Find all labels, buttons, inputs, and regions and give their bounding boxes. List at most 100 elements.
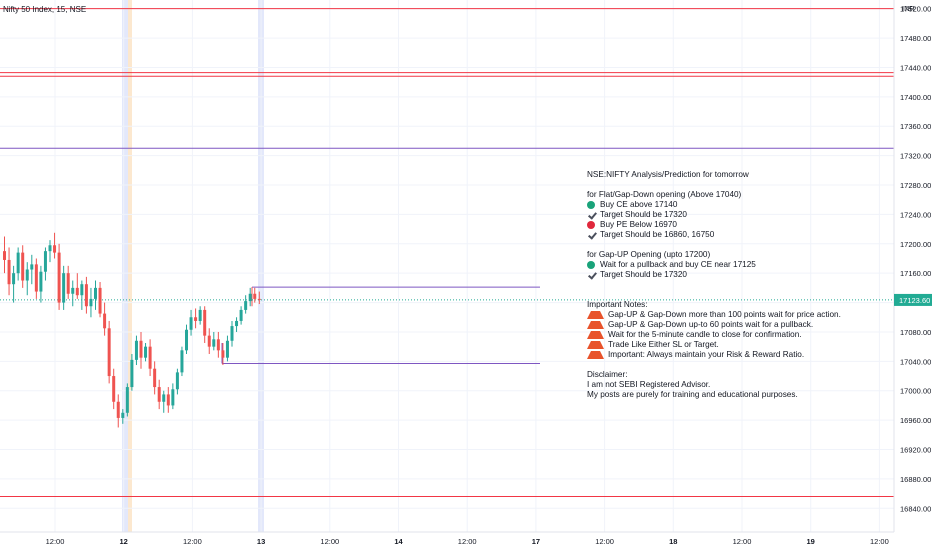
candle-body bbox=[189, 317, 193, 330]
candle-body bbox=[3, 251, 6, 260]
candle[interactable] bbox=[230, 320, 234, 347]
candle[interactable] bbox=[171, 383, 175, 410]
candle[interactable] bbox=[248, 287, 252, 307]
candle[interactable] bbox=[144, 342, 148, 362]
candle-body bbox=[7, 259, 11, 285]
last-price-text: 17123.60 bbox=[899, 296, 930, 305]
candle[interactable] bbox=[212, 331, 216, 351]
candle-body bbox=[216, 339, 220, 351]
candle[interactable] bbox=[107, 320, 111, 384]
candle-body bbox=[53, 245, 57, 253]
candle[interactable] bbox=[162, 390, 166, 413]
candle[interactable] bbox=[125, 383, 129, 417]
candle[interactable] bbox=[112, 368, 116, 410]
candle[interactable] bbox=[194, 308, 198, 329]
candle[interactable] bbox=[235, 317, 239, 332]
candle-body bbox=[230, 326, 234, 341]
x-tick-label: 12:00 bbox=[595, 537, 614, 546]
candle[interactable] bbox=[116, 394, 120, 428]
candle[interactable] bbox=[185, 324, 188, 355]
candle-body bbox=[239, 309, 243, 321]
y-tick-label: 17360.00 bbox=[900, 122, 931, 131]
candle-body bbox=[235, 320, 239, 327]
candle[interactable] bbox=[39, 265, 43, 303]
candle[interactable] bbox=[53, 232, 57, 259]
candle[interactable] bbox=[62, 265, 66, 310]
y-tick-label: 16880.00 bbox=[900, 475, 931, 484]
candle-body bbox=[194, 317, 198, 321]
candle[interactable] bbox=[244, 295, 248, 314]
candle-body bbox=[48, 245, 52, 252]
candle[interactable] bbox=[153, 361, 157, 395]
check-mark-icon bbox=[587, 211, 596, 220]
candle[interactable] bbox=[57, 243, 61, 310]
y-tick-label: 17240.00 bbox=[900, 210, 931, 219]
candle[interactable] bbox=[221, 342, 225, 366]
candle[interactable] bbox=[130, 354, 134, 391]
candle[interactable] bbox=[12, 265, 16, 303]
candle-body bbox=[125, 387, 129, 413]
candle-body bbox=[12, 273, 16, 285]
y-tick-label: 17200.00 bbox=[900, 240, 931, 249]
x-tick-label: 12:00 bbox=[458, 537, 477, 546]
last-price-label: 17123.60 bbox=[894, 293, 932, 306]
candle[interactable] bbox=[175, 368, 179, 395]
candle[interactable] bbox=[21, 245, 25, 288]
x-tick-label: 12:00 bbox=[733, 537, 752, 546]
candle-body bbox=[103, 313, 107, 329]
candle[interactable] bbox=[7, 247, 11, 296]
candle[interactable] bbox=[189, 309, 193, 336]
candle[interactable] bbox=[207, 328, 211, 355]
candle[interactable] bbox=[34, 258, 38, 299]
y-tick-label: 17320.00 bbox=[900, 152, 931, 161]
candle[interactable] bbox=[16, 247, 20, 281]
candle-body bbox=[171, 389, 175, 406]
candle[interactable] bbox=[71, 280, 75, 307]
candle[interactable] bbox=[198, 306, 202, 325]
candle[interactable] bbox=[134, 335, 138, 366]
candle[interactable] bbox=[98, 282, 102, 318]
flat-item: Buy PE Below 16970 bbox=[587, 220, 887, 230]
candle[interactable] bbox=[25, 262, 29, 296]
candle[interactable] bbox=[257, 291, 261, 305]
candle-body bbox=[107, 328, 111, 377]
candle[interactable] bbox=[157, 379, 161, 410]
candle[interactable] bbox=[30, 254, 34, 285]
gapup-item: Target Should be 17320 bbox=[587, 270, 887, 280]
candle[interactable] bbox=[103, 302, 107, 336]
candle-body bbox=[66, 273, 70, 294]
candle-body bbox=[153, 368, 157, 388]
candle[interactable] bbox=[139, 331, 143, 369]
candle[interactable] bbox=[89, 287, 93, 318]
candle-body bbox=[185, 329, 188, 351]
candle[interactable] bbox=[43, 247, 47, 281]
candle[interactable] bbox=[253, 287, 257, 303]
candle-body bbox=[148, 346, 152, 369]
candle-body bbox=[257, 298, 261, 300]
candle[interactable] bbox=[3, 236, 6, 274]
candle[interactable] bbox=[84, 276, 88, 314]
candle-body bbox=[39, 271, 43, 292]
candle-body bbox=[116, 401, 120, 418]
candle[interactable] bbox=[216, 331, 220, 358]
candle[interactable] bbox=[166, 387, 170, 413]
y-tick-label: 17080.00 bbox=[900, 328, 931, 337]
candle[interactable] bbox=[48, 240, 52, 263]
candle[interactable] bbox=[203, 306, 207, 343]
candle[interactable] bbox=[80, 280, 84, 310]
x-tick-label: 12:00 bbox=[320, 537, 339, 546]
candle-body bbox=[112, 376, 116, 402]
candle[interactable] bbox=[121, 409, 125, 424]
candle[interactable] bbox=[75, 273, 79, 299]
candle-body bbox=[139, 340, 143, 358]
candle[interactable] bbox=[66, 265, 70, 299]
candle[interactable] bbox=[148, 339, 152, 377]
candle[interactable] bbox=[180, 346, 184, 377]
candle[interactable] bbox=[225, 335, 229, 362]
candle-body bbox=[244, 301, 248, 310]
candle[interactable] bbox=[94, 280, 97, 310]
important-item: Wait for the 5-minute candle to close fo… bbox=[587, 330, 887, 340]
candle-body bbox=[221, 350, 225, 358]
candle[interactable] bbox=[239, 306, 243, 325]
